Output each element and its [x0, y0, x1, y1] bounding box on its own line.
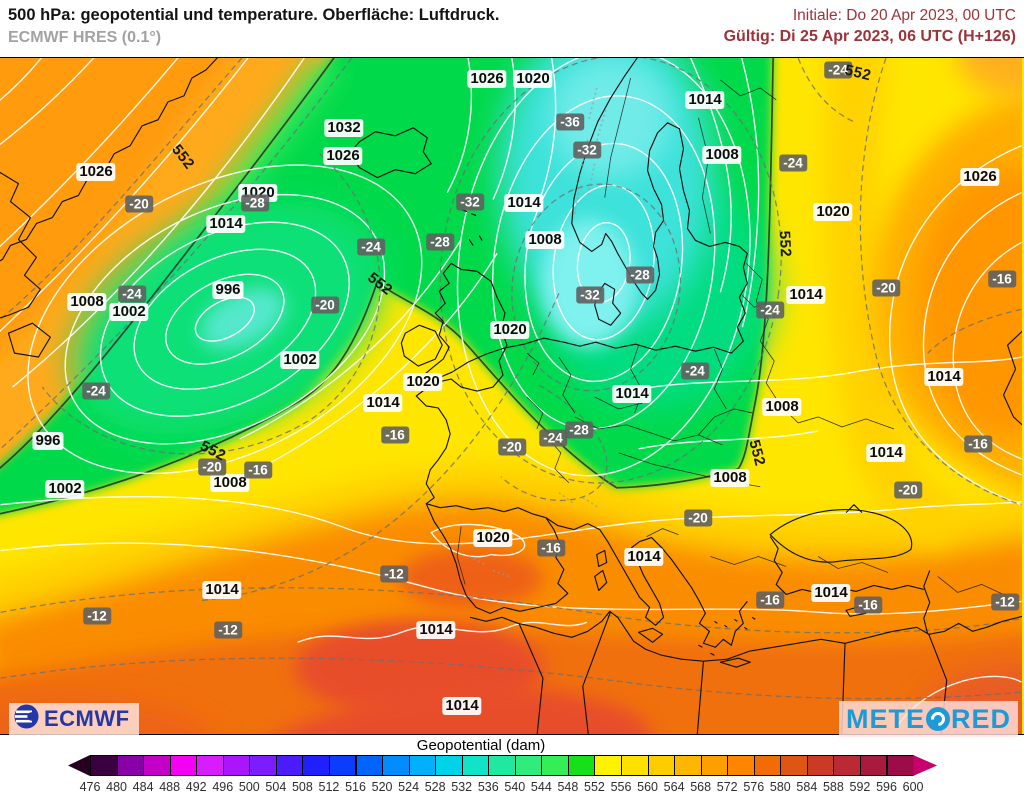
colorbar-tick: 564 [663, 780, 685, 794]
colorbar-tick: 568 [690, 780, 712, 794]
colorbar-tick: 508 [291, 780, 313, 794]
colorbar-segment [169, 755, 198, 776]
isobar-lines [0, 58, 1022, 729]
colorbar-segment [328, 755, 357, 776]
colorbar-segment [461, 755, 490, 776]
colorbar-tick: 532 [451, 780, 473, 794]
colorbar-tick: 516 [345, 780, 366, 794]
ecmwf-logo-text: ECMWF [44, 706, 130, 731]
colorbar-segment [700, 755, 729, 776]
colorbar-segment [541, 755, 569, 776]
colorbar-tick: 480 [106, 780, 127, 794]
colorbar-segment [90, 755, 118, 776]
colorbar-tick: 492 [185, 780, 207, 794]
map-field-svg [0, 58, 1022, 734]
ecmwf-logo: ECMWF [9, 703, 139, 735]
isotherm-lines [0, 58, 1022, 700]
colorbar-segment [249, 755, 277, 776]
colorbar-segment [275, 755, 304, 776]
ecmwf-globe-icon [14, 704, 39, 734]
page-header: 500 hPa: geopotential und temperature. O… [0, 0, 1024, 57]
colorbar-tick: 524 [398, 780, 420, 794]
colorbar-tick: 576 [743, 780, 765, 794]
colorbar-tick: 544 [530, 780, 552, 794]
colorbar-tick: 528 [424, 780, 446, 794]
colorbar-tick: 556 [610, 780, 632, 794]
colorbar-segment [859, 755, 888, 776]
colorbar-tick: 552 [584, 780, 605, 794]
colorbar-tick: 476 [79, 780, 101, 794]
colorbar-tick: 484 [132, 780, 154, 794]
colorbar-segment [886, 755, 915, 776]
colorbar-tick: 500 [238, 780, 260, 794]
colorbar-tick: 600 [902, 780, 924, 794]
colorbar-segment [143, 755, 171, 776]
weather-map [0, 57, 1024, 735]
colorbar-segment [116, 755, 145, 776]
legend-footer: Geopotential (dam) 476 480 484 488 492 496 500… [0, 735, 1024, 799]
contour-552-line [0, 58, 774, 515]
colorbar-tick: 584 [796, 780, 818, 794]
colorbar-tick: 588 [822, 780, 844, 794]
colorbar-title: Geopotential (dam) [416, 737, 546, 754]
colorbar-tick: 488 [159, 780, 181, 794]
colorbar-segment [780, 755, 808, 776]
colorbar-tick: 548 [557, 780, 579, 794]
colorbar-segment [594, 755, 622, 776]
colorbar-segment [408, 755, 437, 776]
colorbar-segment [833, 755, 861, 776]
colorbar-segment [222, 755, 251, 776]
colorbar-tick: 572 [716, 780, 738, 794]
colorbar-segment [727, 755, 755, 776]
map-title: 500 hPa: geopotential und temperature. O… [8, 6, 500, 24]
colorbar-segment [302, 755, 330, 776]
colorbar-tick: 560 [637, 780, 658, 794]
colorbar: 476 480 484 488 492 496 500 504 508 512 516 520 524 5… [68, 755, 968, 797]
meteored-logo: METE RED [838, 701, 1018, 737]
colorbar-tick: 592 [849, 780, 871, 794]
colorbar-tick: 504 [265, 780, 287, 794]
colorbar-segment [435, 755, 463, 776]
meteored-logo-text-left: METE [845, 703, 925, 734]
colorbar-segment [753, 755, 782, 776]
model-subtitle: ECMWF HRES (0.1°) [8, 29, 162, 46]
init-datetime: Initiale: Do 20 Apr 2023, 00 UTC [792, 7, 1016, 24]
meteored-o-icon [925, 707, 950, 731]
colorbar-tick: 496 [212, 780, 234, 794]
coastlines [0, 58, 1022, 734]
colorbar-tick: 512 [318, 780, 340, 794]
colorbar-arrow-left [68, 755, 90, 776]
colorbar-segment [382, 755, 410, 776]
country-borders [456, 77, 1008, 597]
colorbar-segment [355, 755, 384, 776]
valid-datetime: Gültig: Di 25 Apr 2023, 06 UTC (H+126) [723, 28, 1016, 45]
colorbar-arrow-right [913, 755, 938, 776]
colorbar-segment [514, 755, 543, 776]
colorbar-segment [196, 755, 224, 776]
colorbar-segment [567, 755, 596, 776]
colorbar-tick: 540 [504, 780, 526, 794]
colorbar-tick: 520 [371, 780, 393, 794]
colorbar-tick: 536 [477, 780, 499, 794]
colorbar-segment [488, 755, 516, 776]
colorbar-segment [647, 755, 676, 776]
colorbar-segment [806, 755, 835, 776]
colorbar-tick: 596 [876, 780, 897, 794]
colorbar-segment [621, 755, 649, 776]
colorbar-tick: 580 [769, 780, 791, 794]
colorbar-segment [674, 755, 702, 776]
meteored-logo-text-right: RED [950, 703, 1011, 734]
